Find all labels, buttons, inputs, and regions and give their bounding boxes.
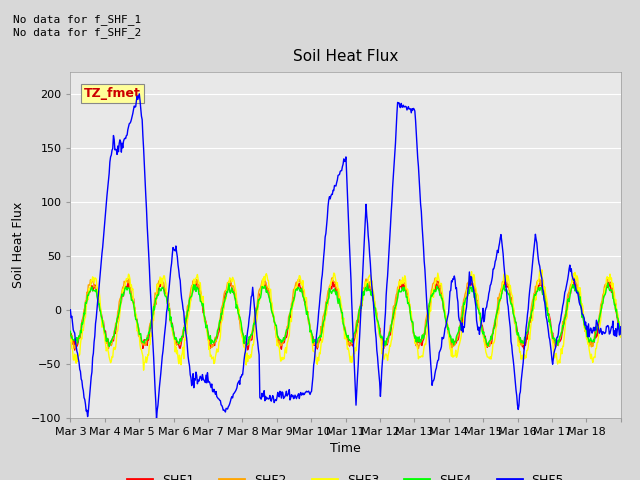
Text: No data for f_SHF_1
No data for f_SHF_2: No data for f_SHF_1 No data for f_SHF_2 <box>13 14 141 38</box>
Text: TZ_fmet: TZ_fmet <box>84 87 141 100</box>
Title: Soil Heat Flux: Soil Heat Flux <box>293 49 398 64</box>
Y-axis label: Soil Heat Flux: Soil Heat Flux <box>12 202 26 288</box>
Legend: SHF1, SHF2, SHF3, SHF4, SHF5: SHF1, SHF2, SHF3, SHF4, SHF5 <box>122 469 569 480</box>
X-axis label: Time: Time <box>330 442 361 455</box>
